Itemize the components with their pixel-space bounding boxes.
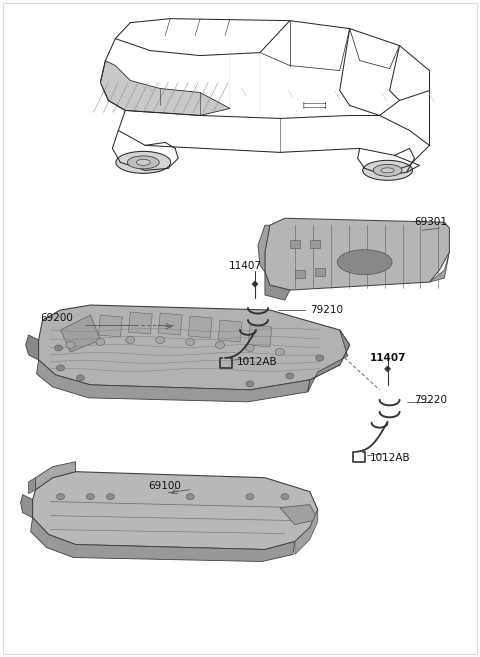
Polygon shape bbox=[36, 360, 310, 402]
Polygon shape bbox=[252, 281, 258, 287]
Ellipse shape bbox=[286, 373, 294, 379]
Polygon shape bbox=[188, 316, 212, 338]
Polygon shape bbox=[60, 315, 100, 352]
Polygon shape bbox=[280, 505, 318, 524]
Ellipse shape bbox=[57, 493, 64, 499]
Text: 1012AB: 1012AB bbox=[370, 453, 410, 463]
Ellipse shape bbox=[316, 355, 324, 361]
Ellipse shape bbox=[281, 493, 289, 499]
FancyBboxPatch shape bbox=[310, 240, 320, 248]
FancyBboxPatch shape bbox=[290, 240, 300, 248]
Text: 11407: 11407 bbox=[370, 353, 406, 363]
Ellipse shape bbox=[55, 345, 62, 351]
Polygon shape bbox=[29, 478, 36, 493]
Ellipse shape bbox=[86, 493, 95, 499]
Ellipse shape bbox=[245, 344, 254, 351]
Polygon shape bbox=[295, 510, 318, 555]
Polygon shape bbox=[218, 320, 242, 342]
Ellipse shape bbox=[186, 493, 194, 499]
FancyBboxPatch shape bbox=[295, 270, 305, 278]
Polygon shape bbox=[308, 330, 350, 392]
Text: 79210: 79210 bbox=[310, 305, 343, 315]
Ellipse shape bbox=[66, 342, 75, 348]
Ellipse shape bbox=[136, 160, 150, 166]
Ellipse shape bbox=[116, 151, 171, 173]
Ellipse shape bbox=[246, 493, 254, 499]
Polygon shape bbox=[430, 252, 449, 282]
Polygon shape bbox=[21, 495, 33, 518]
Polygon shape bbox=[128, 312, 152, 334]
Polygon shape bbox=[36, 462, 75, 489]
Ellipse shape bbox=[373, 164, 402, 176]
Ellipse shape bbox=[246, 381, 254, 387]
Text: 69200: 69200 bbox=[41, 313, 73, 323]
Polygon shape bbox=[384, 366, 391, 372]
Polygon shape bbox=[100, 60, 230, 116]
Polygon shape bbox=[38, 305, 350, 390]
Text: 11407: 11407 bbox=[228, 261, 262, 271]
Ellipse shape bbox=[107, 493, 114, 499]
Polygon shape bbox=[158, 313, 182, 335]
Polygon shape bbox=[265, 272, 290, 300]
Polygon shape bbox=[258, 225, 270, 272]
Ellipse shape bbox=[276, 348, 284, 355]
Ellipse shape bbox=[337, 250, 392, 275]
Polygon shape bbox=[33, 472, 318, 549]
Ellipse shape bbox=[126, 336, 135, 344]
Ellipse shape bbox=[156, 336, 165, 344]
Ellipse shape bbox=[127, 156, 159, 169]
Polygon shape bbox=[98, 315, 122, 337]
Ellipse shape bbox=[96, 338, 105, 346]
Text: 1012AB: 1012AB bbox=[237, 357, 277, 367]
FancyBboxPatch shape bbox=[304, 102, 326, 108]
Polygon shape bbox=[248, 325, 272, 347]
Ellipse shape bbox=[76, 375, 84, 381]
Ellipse shape bbox=[57, 365, 64, 371]
Text: 69100: 69100 bbox=[148, 481, 181, 491]
Ellipse shape bbox=[381, 168, 394, 173]
Polygon shape bbox=[31, 518, 295, 562]
Ellipse shape bbox=[186, 338, 194, 346]
Ellipse shape bbox=[363, 160, 412, 180]
Text: 69301: 69301 bbox=[415, 217, 447, 227]
Polygon shape bbox=[265, 218, 449, 290]
Polygon shape bbox=[25, 335, 38, 360]
Ellipse shape bbox=[216, 342, 225, 348]
Text: 79220: 79220 bbox=[415, 395, 447, 405]
FancyBboxPatch shape bbox=[315, 268, 325, 276]
